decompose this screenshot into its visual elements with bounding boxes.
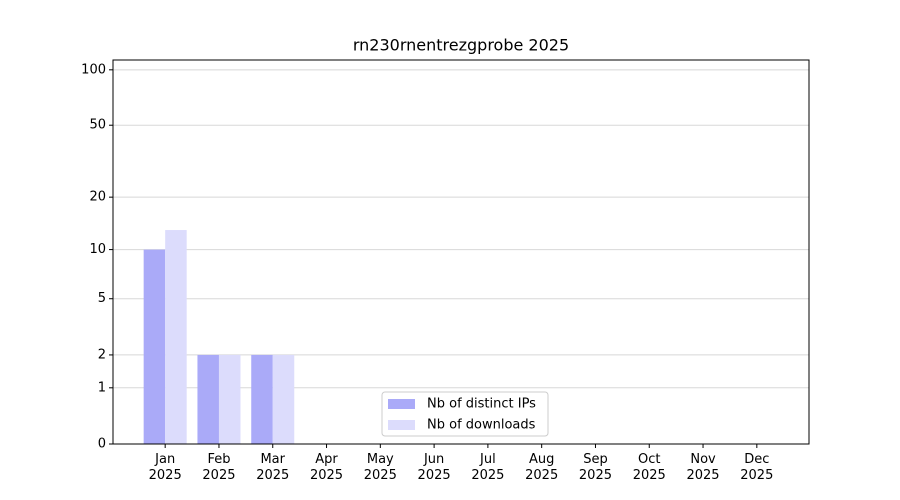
- x-tick-label: Sep 2025: [578, 452, 612, 483]
- legend-label: Nb of distinct IPs: [427, 397, 536, 412]
- x-tick-label: Apr 2025: [309, 452, 344, 483]
- x-tick-label: Dec 2025: [740, 452, 774, 483]
- x-tick-label: Jun 2025: [417, 452, 451, 483]
- bar: [272, 354, 295, 444]
- y-tick-label: 0: [98, 437, 106, 452]
- legend-swatch: [388, 420, 415, 430]
- x-tick-label: Feb 2025: [202, 452, 236, 483]
- y-tick-label: 10: [89, 242, 106, 257]
- y-tick-label: 5: [98, 291, 106, 306]
- x-tick-label: May 2025: [363, 452, 397, 483]
- bar: [143, 249, 166, 444]
- y-tick-label: 2: [98, 347, 106, 362]
- bar: [218, 354, 241, 444]
- plot-frame: [112, 59, 810, 445]
- legend-box: [381, 391, 549, 437]
- x-tick-label: Aug 2025: [525, 452, 559, 483]
- y-tick-label: 20: [89, 190, 106, 205]
- x-tick-label: Oct 2025: [632, 452, 666, 483]
- x-tick-label: Jan 2025: [148, 452, 182, 483]
- bar: [165, 230, 187, 444]
- x-tick-label: Jul 2025: [471, 452, 505, 483]
- bar: [251, 354, 273, 444]
- legend-label: Nb of downloads: [427, 418, 536, 433]
- y-tick-label: 1: [98, 380, 106, 395]
- x-tick-label: Nov 2025: [686, 452, 720, 483]
- bar: [197, 354, 219, 444]
- y-tick-label: 50: [89, 118, 106, 133]
- y-tick-label: 100: [81, 62, 106, 77]
- legend-swatch: [388, 399, 415, 409]
- chart-title: rn230rnentrezgprobe 2025: [353, 36, 569, 55]
- x-tick-label: Mar 2025: [256, 452, 290, 483]
